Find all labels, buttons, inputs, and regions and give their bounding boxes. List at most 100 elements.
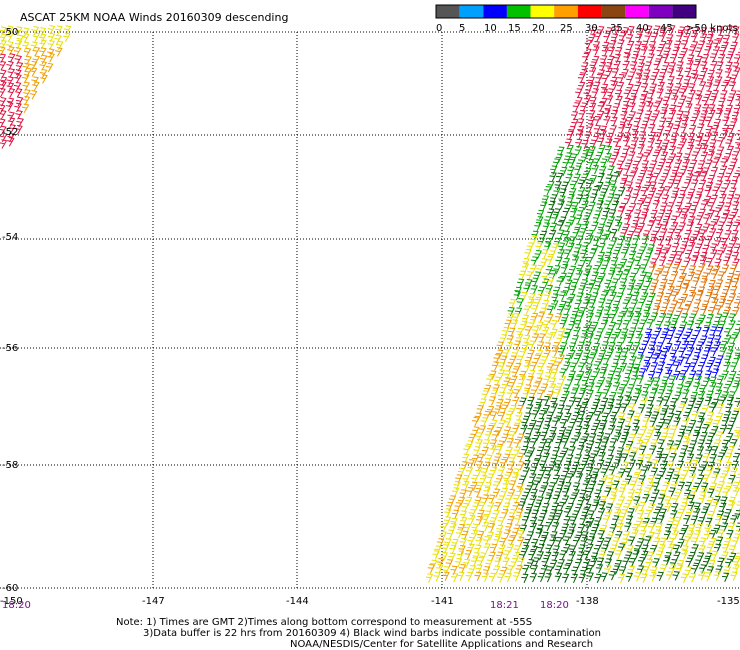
wind-barb [728, 81, 737, 91]
wind-barb [513, 446, 521, 456]
wind-barb [640, 194, 648, 205]
wind-barb [627, 285, 635, 295]
lat-label: -54 [2, 232, 18, 243]
wind-barb [516, 482, 524, 493]
wind-barb [660, 278, 668, 289]
wind-barb [666, 460, 675, 470]
wind-barb [562, 573, 570, 583]
wind-barb [627, 410, 635, 420]
wind-barb [493, 376, 502, 386]
wind-barb [586, 123, 594, 133]
wind-barb [595, 382, 603, 392]
wind-barb [667, 75, 675, 86]
wind-barb [613, 374, 622, 385]
wind-barb [714, 543, 722, 554]
wind-barb [652, 411, 660, 421]
wind-barb [607, 370, 616, 380]
wind-barb [553, 208, 561, 218]
wind-barb [632, 341, 641, 352]
wind-barb [619, 355, 628, 365]
wind-barb [582, 550, 590, 560]
wind-barb [564, 328, 572, 338]
wind-barb [506, 543, 515, 553]
wind-barb [517, 452, 525, 462]
wind-barb [600, 474, 609, 485]
wind-barb [676, 298, 685, 309]
wind-barb [642, 416, 650, 427]
wind-barb [633, 572, 642, 582]
wind-barb [665, 342, 673, 353]
wind-barb [544, 186, 552, 196]
wind-barb [488, 396, 497, 406]
wind-barb [566, 454, 574, 464]
wind-barb [492, 481, 501, 491]
wind-barb [703, 214, 711, 224]
wind-barb [546, 313, 554, 324]
wind-barb [586, 179, 594, 189]
wind-barb [473, 446, 481, 456]
wind-barb [0, 53, 7, 63]
wind-barb [507, 381, 515, 392]
wind-barb [523, 362, 532, 372]
wind-barb [676, 460, 685, 470]
wind-barb [691, 410, 699, 421]
wind-barb [582, 480, 590, 490]
wind-barb [711, 473, 719, 483]
wind-barb [730, 334, 738, 344]
wind-barb [620, 403, 628, 413]
wind-barb [528, 550, 536, 560]
wind-barb [648, 46, 656, 56]
wind-barb [15, 26, 23, 36]
wind-barb [584, 446, 593, 457]
wind-barb [547, 180, 555, 191]
wind-barb [481, 494, 490, 504]
wind-barb [534, 502, 542, 512]
wind-barb [733, 54, 740, 64]
wind-barb [627, 565, 636, 576]
wind-barb [561, 437, 569, 448]
wind-barb [724, 537, 732, 548]
wind-barb [524, 508, 532, 519]
wind-barb [638, 298, 646, 308]
wind-barb [536, 369, 544, 380]
wind-barb [617, 515, 625, 526]
wind-barb [613, 60, 621, 70]
wind-barb [552, 446, 561, 457]
wind-barb [665, 389, 673, 399]
wind-barb [637, 556, 646, 567]
wind-barb [535, 398, 543, 408]
wind-barb [733, 328, 740, 339]
wind-barb [651, 354, 659, 364]
wind-barb [536, 216, 544, 226]
wind-barb [14, 69, 22, 79]
wind-barb [710, 249, 718, 259]
wind-barb [497, 573, 505, 583]
wind-barb [645, 300, 653, 310]
wind-barb [454, 557, 463, 568]
wind-barb [16, 117, 25, 128]
wind-barb [621, 68, 629, 79]
wind-barb [14, 73, 22, 84]
wind-barb [576, 417, 584, 428]
wind-barb [565, 279, 573, 289]
wind-barb [645, 558, 653, 568]
wind-barb [730, 74, 738, 84]
wind-barb [505, 341, 514, 352]
wind-barb [725, 25, 734, 35]
wind-barb [451, 509, 460, 519]
wind-barb [666, 122, 674, 133]
wind-barb [610, 333, 618, 344]
wind-barb [568, 236, 577, 246]
wind-barb [514, 514, 522, 525]
wind-barb [564, 138, 573, 148]
wind-barb [737, 445, 740, 450]
wind-barb [620, 258, 628, 268]
lon-label: -144 [286, 596, 309, 607]
wind-barb [626, 333, 635, 343]
wind-barb [734, 530, 740, 540]
wind-barb [604, 230, 612, 240]
wind-barb [47, 32, 56, 43]
wind-barb [582, 424, 590, 434]
wind-barb [550, 356, 558, 366]
wind-barb [572, 307, 580, 318]
